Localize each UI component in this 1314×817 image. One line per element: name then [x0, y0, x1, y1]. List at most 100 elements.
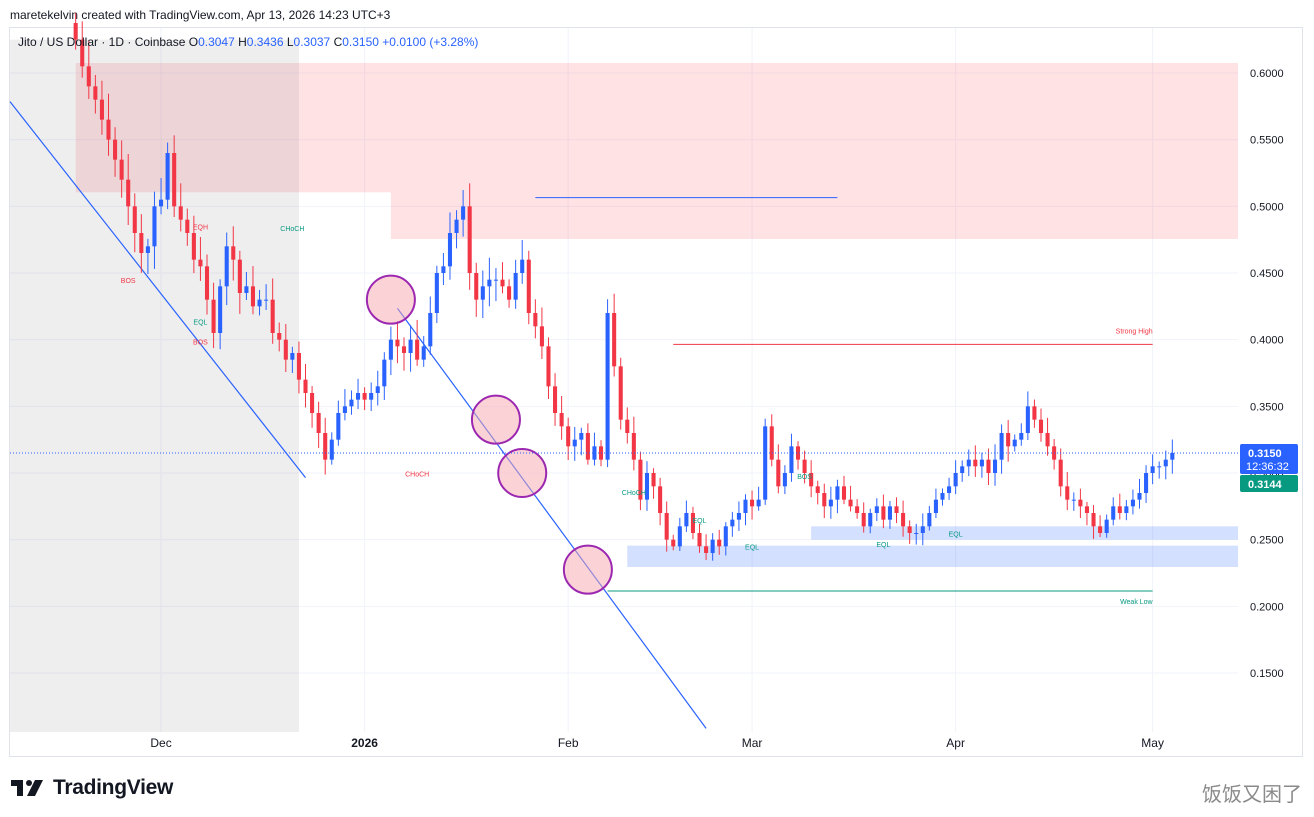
candle-body[interactable]: [704, 546, 709, 553]
candle-body[interactable]: [585, 433, 590, 460]
candle-body[interactable]: [500, 279, 505, 287]
candle-body[interactable]: [1025, 406, 1030, 433]
candle-body[interactable]: [211, 299, 216, 333]
candle-body[interactable]: [953, 473, 958, 487]
candle-body[interactable]: [165, 153, 170, 200]
candle-body[interactable]: [145, 246, 150, 253]
candle-body[interactable]: [342, 406, 347, 413]
candle-body[interactable]: [1157, 466, 1162, 468]
candle-body[interactable]: [644, 473, 650, 500]
candle-body[interactable]: [461, 206, 466, 220]
candle-body[interactable]: [1084, 506, 1089, 513]
candle-body[interactable]: [421, 346, 426, 360]
candle-body[interactable]: [559, 413, 564, 427]
candle-body[interactable]: [914, 533, 919, 534]
candle-body[interactable]: [894, 506, 899, 513]
candle-body[interactable]: [296, 353, 301, 380]
candle-body[interactable]: [868, 513, 873, 527]
candle-body[interactable]: [973, 459, 978, 467]
candle-body[interactable]: [369, 393, 374, 400]
candle-body[interactable]: [940, 493, 945, 500]
candle-body[interactable]: [710, 539, 715, 553]
candle-body[interactable]: [1104, 519, 1109, 533]
candle-body[interactable]: [802, 459, 807, 473]
candle-body[interactable]: [795, 446, 801, 460]
candle-body[interactable]: [415, 339, 420, 360]
candle-body[interactable]: [447, 233, 453, 267]
candle-body[interactable]: [441, 266, 446, 273]
candle-body[interactable]: [513, 273, 518, 300]
candle-body[interactable]: [86, 66, 91, 87]
candle-body[interactable]: [546, 346, 551, 387]
candle-body[interactable]: [848, 499, 853, 507]
candle-body[interactable]: [1045, 433, 1050, 447]
candle-body[interactable]: [80, 39, 85, 67]
candle-body[interactable]: [1144, 473, 1149, 493]
candle-body[interactable]: [841, 486, 847, 500]
candle-body[interactable]: [126, 179, 131, 207]
candle-body[interactable]: [631, 433, 636, 460]
candle-body[interactable]: [887, 506, 892, 520]
candle-body[interactable]: [1137, 493, 1142, 500]
candle-body[interactable]: [526, 259, 531, 313]
candle-body[interactable]: [277, 333, 282, 340]
symbol-label[interactable]: Jito / US Dollar · 1D · Coinbase: [18, 35, 186, 49]
candle-body[interactable]: [113, 139, 118, 160]
candle-body[interactable]: [290, 353, 295, 360]
candle-body[interactable]: [493, 279, 498, 281]
candle-body[interactable]: [874, 506, 879, 513]
candle-body[interactable]: [618, 366, 623, 420]
candle-body[interactable]: [717, 539, 722, 547]
candle-body[interactable]: [743, 499, 748, 513]
candle-body[interactable]: [992, 459, 998, 473]
candle-body[interactable]: [664, 513, 669, 540]
candle-body[interactable]: [782, 473, 787, 487]
candle-body[interactable]: [520, 259, 525, 273]
candle-body[interactable]: [533, 313, 538, 327]
candle-body[interactable]: [119, 159, 124, 180]
candle-body[interactable]: [736, 513, 741, 520]
candle-body[interactable]: [1150, 466, 1155, 473]
candle-body[interactable]: [828, 499, 833, 507]
candle-body[interactable]: [1065, 486, 1070, 500]
candle-body[interactable]: [93, 86, 98, 100]
candle-body[interactable]: [487, 279, 492, 287]
candle-body[interactable]: [1012, 439, 1017, 447]
candle-body[interactable]: [1019, 433, 1024, 440]
candle-body[interactable]: [185, 219, 190, 233]
candle-body[interactable]: [323, 433, 328, 460]
candle-body[interactable]: [250, 286, 256, 307]
candle-body[interactable]: [1058, 459, 1063, 487]
candle-body[interactable]: [172, 153, 177, 207]
candle-body[interactable]: [769, 426, 774, 460]
candle-body[interactable]: [224, 246, 229, 287]
candle-body[interactable]: [1098, 526, 1103, 533]
candle-body[interactable]: [901, 513, 906, 527]
candle-body[interactable]: [690, 513, 695, 533]
candle-body[interactable]: [776, 459, 781, 487]
candle-body[interactable]: [723, 526, 728, 547]
candle-body[interactable]: [283, 339, 288, 360]
candle-body[interactable]: [316, 413, 321, 433]
candle-body[interactable]: [388, 339, 393, 360]
candle-body[interactable]: [855, 506, 860, 513]
candle-body[interactable]: [638, 459, 643, 500]
candle-body[interactable]: [539, 326, 544, 347]
candle-body[interactable]: [132, 206, 137, 233]
candle-body[interactable]: [191, 233, 196, 260]
candle-body[interactable]: [1078, 499, 1083, 507]
candle-body[interactable]: [966, 459, 971, 467]
candle-body[interactable]: [861, 513, 866, 527]
candle-body[interactable]: [349, 399, 354, 407]
candle-body[interactable]: [1130, 499, 1135, 507]
candle-body[interactable]: [382, 359, 387, 387]
candle-body[interactable]: [474, 273, 479, 300]
tradingview-logo[interactable]: TradingView: [11, 774, 173, 802]
candle-body[interactable]: [947, 486, 952, 493]
candle-body[interactable]: [933, 499, 938, 513]
candle-body[interactable]: [480, 286, 485, 300]
candle-body[interactable]: [579, 433, 584, 440]
candle-body[interactable]: [401, 346, 407, 353]
candle-body[interactable]: [1032, 406, 1037, 420]
